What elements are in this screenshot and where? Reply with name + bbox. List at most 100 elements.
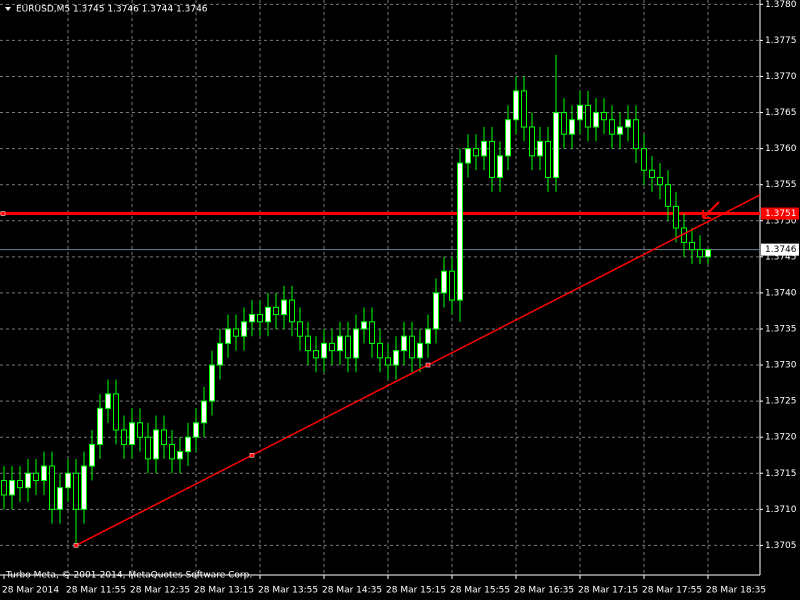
candle-body bbox=[41, 465, 47, 481]
level-handle bbox=[0, 211, 6, 216]
trendline-handle bbox=[249, 452, 255, 458]
candle-body bbox=[65, 472, 71, 489]
candle-body bbox=[401, 335, 407, 352]
candle-body bbox=[673, 205, 679, 229]
candle-body bbox=[625, 119, 631, 128]
candle-body bbox=[137, 422, 143, 438]
x-tick-label: 28 Mar 12:35 bbox=[130, 586, 190, 596]
x-tick-label: 28 Mar 2014 bbox=[2, 586, 59, 596]
candle-body bbox=[649, 169, 655, 178]
candle-body bbox=[537, 140, 543, 157]
level-tag bbox=[761, 207, 799, 220]
candle-body bbox=[121, 429, 127, 445]
candle-body bbox=[241, 321, 247, 337]
candle-body bbox=[89, 443, 95, 467]
x-tick-label: 28 Mar 14:35 bbox=[322, 586, 382, 596]
candle-body bbox=[433, 292, 439, 330]
candle-body bbox=[297, 321, 303, 337]
candle-body bbox=[561, 112, 567, 135]
candle-body bbox=[305, 335, 311, 352]
y-tick-label: 1.3715 bbox=[765, 469, 797, 479]
candle-body bbox=[281, 299, 287, 316]
y-tick-label: 1.3755 bbox=[765, 180, 797, 190]
candle-body bbox=[369, 321, 375, 344]
candle-body bbox=[633, 119, 639, 150]
level-label: 1.3751 bbox=[765, 209, 797, 219]
candle-body bbox=[273, 306, 279, 316]
candle-body bbox=[609, 119, 615, 135]
trendline-handle bbox=[425, 362, 431, 368]
y-tick-label: 1.3725 bbox=[765, 397, 797, 407]
candle-body bbox=[33, 472, 39, 481]
level-tag bbox=[761, 243, 799, 256]
candle-body bbox=[417, 342, 423, 359]
candle-body bbox=[321, 342, 327, 359]
candle-body bbox=[577, 104, 583, 121]
x-tick-label: 28 Mar 16:35 bbox=[514, 586, 574, 596]
candle-body bbox=[177, 451, 183, 460]
candle-body bbox=[265, 306, 271, 323]
alert-arrow bbox=[702, 201, 720, 219]
candle-body bbox=[593, 112, 599, 128]
y-tick-label: 1.3760 bbox=[765, 144, 797, 154]
candle-body bbox=[217, 342, 223, 366]
y-tick-label: 1.3780 bbox=[765, 0, 797, 10]
candle-body bbox=[377, 342, 383, 359]
candle-body bbox=[425, 328, 431, 344]
candle-body bbox=[345, 335, 351, 359]
candle-body bbox=[105, 393, 111, 409]
x-tick-label: 28 Mar 13:55 bbox=[258, 586, 318, 596]
y-tick-label: 1.3735 bbox=[765, 324, 797, 334]
candle-body bbox=[457, 162, 463, 301]
candle-body bbox=[497, 155, 503, 178]
candle-body bbox=[257, 314, 263, 323]
level-label: 1.3746 bbox=[765, 245, 797, 255]
candle-body bbox=[313, 350, 319, 359]
y-tick-label: 1.3770 bbox=[765, 72, 797, 82]
candle-body bbox=[329, 342, 335, 352]
y-tick-label: 1.3705 bbox=[765, 541, 797, 551]
x-tick-label: 28 Mar 15:15 bbox=[386, 586, 446, 596]
candle-body bbox=[473, 148, 479, 157]
candle-body bbox=[153, 429, 159, 460]
candle-body bbox=[529, 126, 535, 157]
candle-body bbox=[353, 328, 359, 359]
candle-body bbox=[193, 422, 199, 438]
candle-body bbox=[185, 436, 191, 453]
candle-body bbox=[513, 90, 519, 121]
candle-body bbox=[49, 465, 55, 510]
candle-body bbox=[209, 364, 215, 402]
x-tick-label: 28 Mar 15:55 bbox=[450, 586, 510, 596]
y-tick-label: 1.3765 bbox=[765, 108, 797, 118]
candle-body bbox=[113, 393, 119, 431]
candle-body bbox=[585, 104, 591, 128]
candle-body bbox=[1, 479, 7, 496]
y-tick-label: 1.3745 bbox=[765, 252, 797, 262]
candle-body bbox=[145, 436, 151, 460]
candle-body bbox=[225, 328, 231, 344]
candle-body bbox=[385, 357, 391, 366]
candle-body bbox=[601, 112, 607, 121]
candle-body bbox=[545, 140, 551, 178]
y-tick-label: 1.3710 bbox=[765, 505, 797, 515]
x-tick-label: 28 Mar 17:15 bbox=[578, 586, 638, 596]
candle-body bbox=[465, 148, 471, 164]
candle-body bbox=[249, 314, 255, 323]
candle-body bbox=[57, 487, 63, 510]
candle-body bbox=[289, 299, 295, 323]
candle-body bbox=[129, 422, 135, 445]
candle-body bbox=[657, 176, 663, 186]
candle-body bbox=[81, 465, 87, 510]
y-tick-label: 1.3750 bbox=[765, 216, 797, 226]
candle-body bbox=[201, 400, 207, 424]
candle-body bbox=[705, 249, 711, 258]
menu-arrow[interactable] bbox=[5, 7, 11, 11]
candle-body bbox=[689, 241, 695, 251]
candle-body bbox=[393, 350, 399, 366]
candle-body bbox=[169, 443, 175, 460]
candle-body bbox=[481, 140, 487, 157]
candle-body bbox=[441, 270, 447, 294]
